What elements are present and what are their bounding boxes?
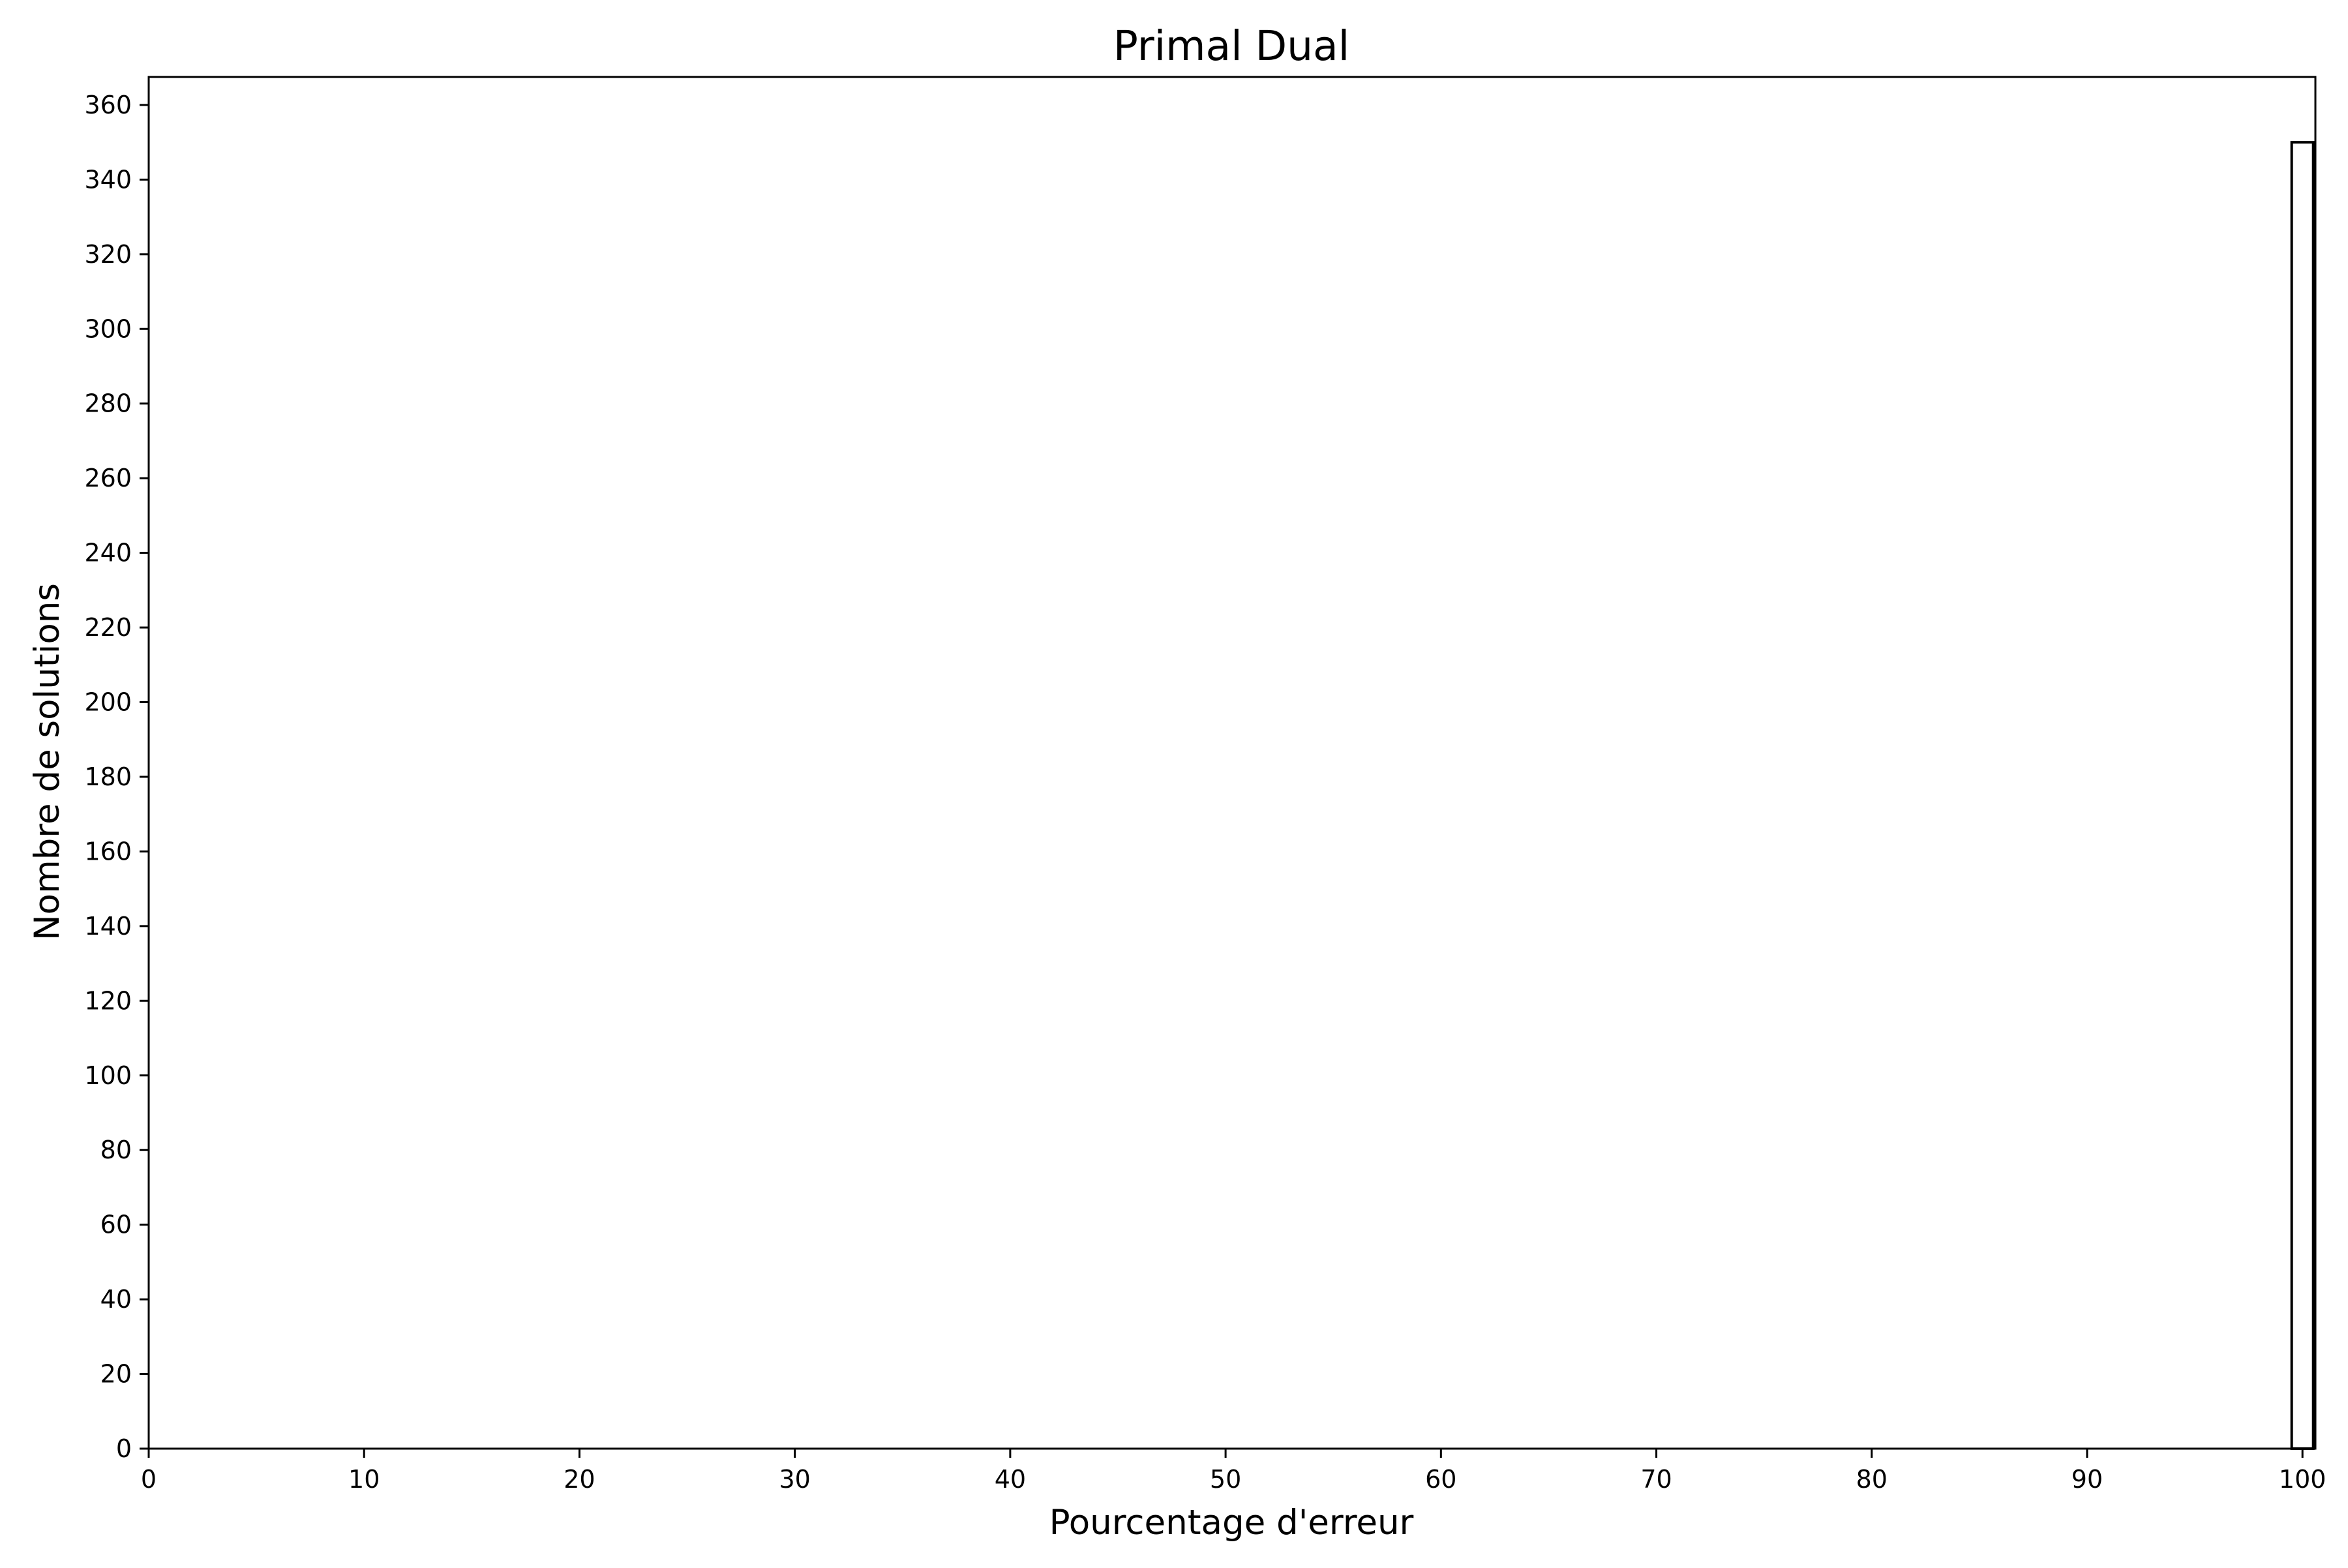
x-tick-label: 100 [2279, 1465, 2326, 1494]
y-tick-label: 240 [84, 539, 132, 567]
y-tick-label: 300 [84, 314, 132, 343]
y-tick-label: 360 [84, 91, 132, 119]
y-tick-label: 200 [84, 688, 132, 717]
chart-title: Primal Dual [1113, 22, 1349, 70]
y-tick-label: 140 [84, 912, 132, 941]
y-tick-label: 320 [84, 240, 132, 269]
y-tick-label: 340 [84, 165, 132, 194]
y-tick-label: 100 [84, 1061, 132, 1090]
x-axis-label: Pourcentage d'erreur [1049, 1503, 1414, 1543]
x-tick-label: 70 [1640, 1465, 1672, 1494]
x-tick-label: 30 [779, 1465, 810, 1494]
plot-frame [147, 76, 2317, 1450]
y-tick-label: 20 [100, 1360, 132, 1389]
y-tick-label: 180 [84, 762, 132, 791]
x-tick-label: 50 [1210, 1465, 1241, 1494]
x-tick-label: 0 [141, 1465, 157, 1494]
x-tick-label: 90 [2071, 1465, 2103, 1494]
ticks-layer: 0 10 20 30 40 50 60 70 80 90 100 0 20 40 60 80 100 120 140… [84, 91, 2326, 1494]
x-tick-label: 60 [1425, 1465, 1456, 1494]
bars-layer [2290, 141, 2315, 1451]
y-tick-label: 280 [84, 389, 132, 418]
x-tick-label: 10 [348, 1465, 380, 1494]
y-tick-label: 40 [100, 1285, 132, 1314]
y-tick-label: 0 [116, 1434, 132, 1463]
y-tick-label: 220 [84, 613, 132, 642]
y-tick-label: 60 [100, 1211, 132, 1239]
y-tick-label: 160 [84, 837, 132, 866]
x-tick-label: 80 [1856, 1465, 1888, 1494]
y-tick-label: 80 [100, 1136, 132, 1164]
x-tick-label: 20 [564, 1465, 595, 1494]
histogram-bar-0 [2290, 141, 2315, 1451]
y-tick-label: 260 [84, 464, 132, 492]
y-tick-label: 120 [84, 986, 132, 1015]
y-axis-label: Nombre de solutions [27, 583, 67, 941]
x-tick-label: 40 [995, 1465, 1026, 1494]
